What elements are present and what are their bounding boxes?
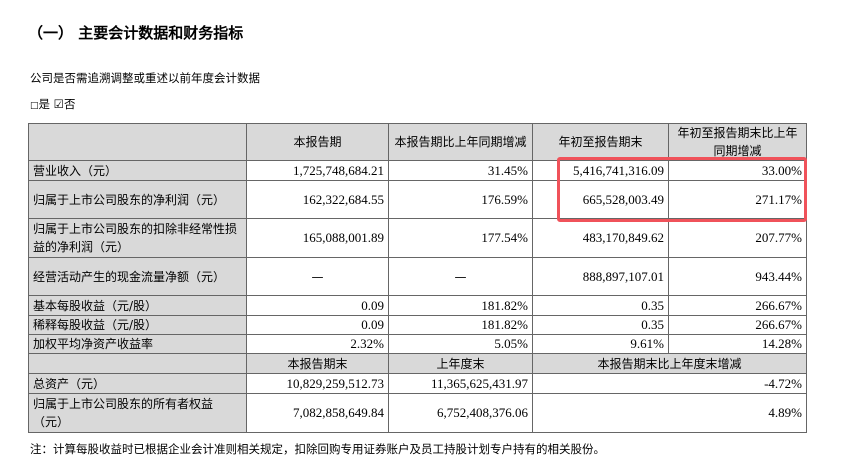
cell: 6,752,408,376.06 xyxy=(388,393,533,433)
header-cell: 本报告期末比上年度末增减 xyxy=(532,353,807,374)
cell: 162,322,684.55 xyxy=(246,180,389,219)
row-label: 稀释每股收益（元/股） xyxy=(28,315,247,335)
cell: 181.82% xyxy=(388,315,533,335)
table-row: 基本每股收益（元/股） 0.09 181.82% 0.35 266.67% xyxy=(28,295,807,316)
footnote: 注：计算每股收益时已根据企业会计准则相关规定，扣除回购专用证券账户及员工持股计划… xyxy=(30,442,605,456)
restatement-question: 公司是否需追溯调整或重述以前年度会计数据 xyxy=(30,71,260,85)
cell: 5.05% xyxy=(388,334,533,354)
row-label: 经营活动产生的现金流量净额（元） xyxy=(28,257,247,296)
cell: 5,416,741,316.09 xyxy=(532,160,669,181)
cell: — xyxy=(246,257,389,296)
header-row: 本报告期 本报告期比上年同期增减 年初至报告期末 年初至报告期末比上年同期增减 xyxy=(28,123,807,161)
unchecked-box-icon: □ xyxy=(30,101,39,111)
cell: 176.59% xyxy=(388,180,533,219)
financial-indicators-table: 本报告期 本报告期比上年同期增减 年初至报告期末 年初至报告期末比上年同期增减 … xyxy=(28,123,807,433)
header-cell: 本报告期 xyxy=(246,123,389,161)
cell: 943.44% xyxy=(668,257,807,296)
cell: 181.82% xyxy=(388,295,533,316)
cell: 483,170,849.62 xyxy=(532,218,669,258)
cell: 177.54% xyxy=(388,218,533,258)
cell: 11,365,625,431.97 xyxy=(388,373,533,394)
row-label: 归属于上市公司股东的净利润（元） xyxy=(28,180,247,219)
table-row: 稀释每股收益（元/股） 0.09 181.82% 0.35 266.67% xyxy=(28,315,807,335)
cell: 1,725,748,684.21 xyxy=(246,160,389,181)
header-cell xyxy=(28,123,247,161)
cell: 14.28% xyxy=(668,334,807,354)
header-cell: 年初至报告期末 xyxy=(532,123,669,161)
row-label: 总资产（元） xyxy=(28,373,247,394)
cell: — xyxy=(388,257,533,296)
row-label: 归属于上市公司股东的扣除非经常性损益的净利润（元） xyxy=(28,218,247,258)
yes-label: 是 xyxy=(38,97,51,111)
section-title: （一） 主要会计数据和财务指标 xyxy=(28,24,244,42)
cell: 9.61% xyxy=(532,334,669,354)
restatement-choice: □是 ☑否 xyxy=(30,96,75,112)
cell: 4.89% xyxy=(532,393,807,433)
row-label: 营业收入（元） xyxy=(28,160,247,181)
cell: 665,528,003.49 xyxy=(532,180,669,219)
cell: 266.67% xyxy=(668,315,807,335)
header-cell: 本报告期比上年同期增减 xyxy=(388,123,533,161)
checked-box-icon: ☑ xyxy=(53,97,64,111)
table-row: 营业收入（元） 1,725,748,684.21 31.45% 5,416,74… xyxy=(28,160,807,181)
cell: 31.45% xyxy=(388,160,533,181)
no-label: 否 xyxy=(63,97,76,111)
header-cell xyxy=(28,353,247,374)
header-cell: 本报告期末 xyxy=(246,353,389,374)
header-row-2: 本报告期末 上年度末 本报告期末比上年度末增减 xyxy=(28,353,807,374)
header-cell: 年初至报告期末比上年同期增减 xyxy=(668,123,807,161)
cell: 7,082,858,649.84 xyxy=(246,393,389,433)
cell: 10,829,259,512.73 xyxy=(246,373,389,394)
cell: 207.77% xyxy=(668,218,807,258)
cell: -4.72% xyxy=(532,373,807,394)
table-row: 归属于上市公司股东的净利润（元） 162,322,684.55 176.59% … xyxy=(28,180,807,219)
cell: 0.35 xyxy=(532,315,669,335)
cell: 0.09 xyxy=(246,295,389,316)
cell: 165,088,001.89 xyxy=(246,218,389,258)
table-row: 归属于上市公司股东的扣除非经常性损益的净利润（元） 165,088,001.89… xyxy=(28,218,807,258)
cell: 888,897,107.01 xyxy=(532,257,669,296)
header-cell: 上年度末 xyxy=(388,353,533,374)
cell: 0.35 xyxy=(532,295,669,316)
cell: 266.67% xyxy=(668,295,807,316)
row-label: 基本每股收益（元/股） xyxy=(28,295,247,316)
table-row: 总资产（元） 10,829,259,512.73 11,365,625,431.… xyxy=(28,373,807,394)
cell: 271.17% xyxy=(668,180,807,219)
row-label: 归属于上市公司股东的所有者权益（元） xyxy=(28,393,247,433)
cell: 0.09 xyxy=(246,315,389,335)
table-row: 归属于上市公司股东的所有者权益（元） 7,082,858,649.84 6,75… xyxy=(28,393,807,433)
table-row: 经营活动产生的现金流量净额（元） — — 888,897,107.01 943.… xyxy=(28,257,807,296)
table-row: 加权平均净资产收益率 2.32% 5.05% 9.61% 14.28% xyxy=(28,334,807,354)
cell: 2.32% xyxy=(246,334,389,354)
row-label: 加权平均净资产收益率 xyxy=(28,334,247,354)
cell: 33.00% xyxy=(668,160,807,181)
